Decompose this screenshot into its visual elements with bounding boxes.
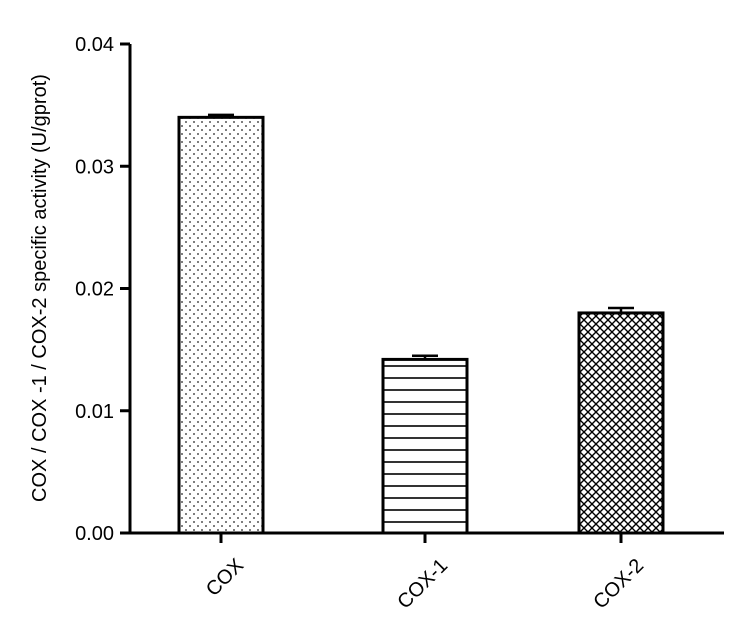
y-tick-label: 0.04 <box>75 34 114 56</box>
bar-cox-2 <box>577 311 665 535</box>
x-tick-label-cox-2: COX-2 <box>589 555 648 614</box>
y-tick-label: 0.03 <box>75 156 114 178</box>
y-tick-label: 0.00 <box>75 523 114 545</box>
error-bars-group <box>208 113 634 360</box>
y-ticks-group: 0.00 0.01 0.02 0.03 0.04 <box>75 34 130 545</box>
y-axis-title: COX / COX -1 / COX-2 specific activity (… <box>29 74 51 502</box>
bar-cox <box>177 115 265 535</box>
bar-cox-1 <box>381 357 469 535</box>
x-ticks-group: COX COX-1 COX-2 <box>202 533 648 613</box>
x-tick-label-cox-1: COX-1 <box>393 555 452 614</box>
bars-group <box>177 115 665 535</box>
x-tick-label-cox: COX <box>202 555 248 601</box>
y-tick-label: 0.02 <box>75 279 114 301</box>
y-tick-label: 0.01 <box>75 401 114 423</box>
